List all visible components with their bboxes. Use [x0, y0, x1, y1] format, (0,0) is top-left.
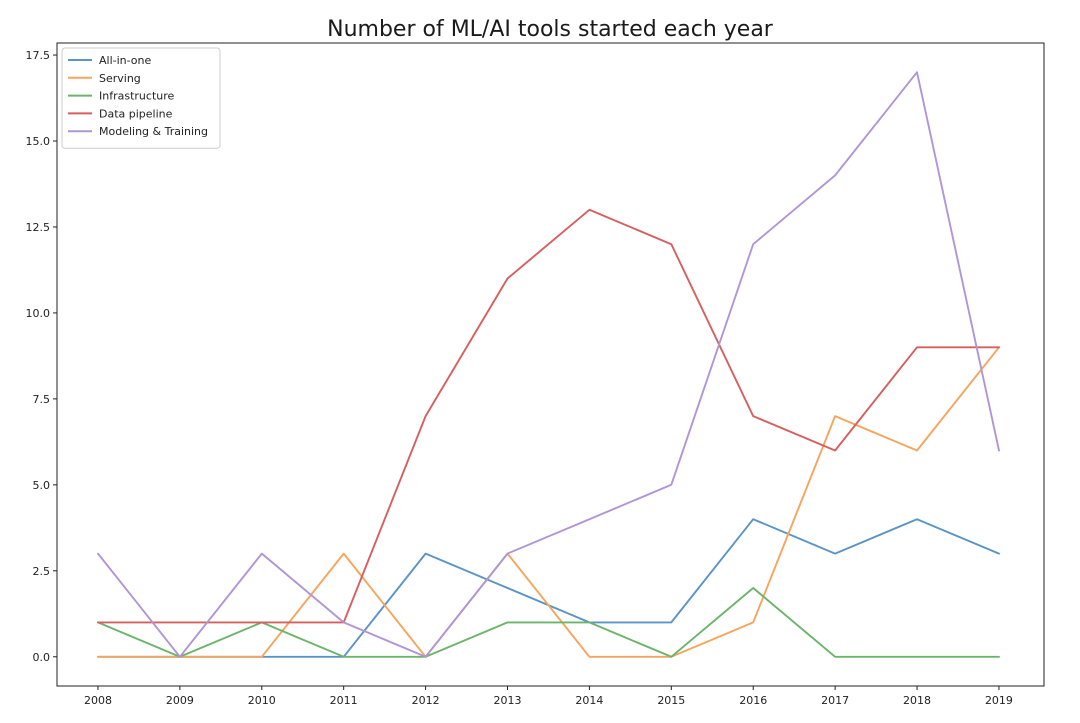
y-tick-label: 15.0 — [26, 135, 51, 148]
x-tick-label: 2012 — [412, 694, 440, 707]
series-line-0 — [97, 518, 1000, 658]
x-tick-label: 2019 — [985, 694, 1013, 707]
legend-label: Infrastructure — [99, 90, 175, 103]
plot-frame — [56, 42, 1045, 687]
plot-lines — [97, 71, 1000, 658]
x-tick-label: 2017 — [821, 694, 849, 707]
y-tick-label: 5.0 — [33, 479, 51, 492]
y-tick-label: 12.5 — [26, 221, 51, 234]
legend: All-in-one Serving Infrastructure Data pipe… — [61, 47, 221, 149]
x-axis: 2008 2009 2010 2011 2012 2013 2014 2015 2016 2017… — [84, 686, 1013, 707]
x-tick-label: 2016 — [739, 694, 767, 707]
y-tick-label: 10.0 — [26, 307, 51, 320]
x-tick-label: 2014 — [575, 694, 603, 707]
series-line-1 — [97, 346, 1000, 658]
y-tick-label: 0.0 — [33, 651, 51, 664]
x-tick-label: 2009 — [166, 694, 194, 707]
legend-label: All-in-one — [99, 54, 152, 67]
x-tick-label: 2011 — [330, 694, 358, 707]
series-line-2 — [97, 587, 1000, 658]
legend-label: Serving — [99, 72, 141, 85]
chart-title: Number of ML/AI tools started each year — [327, 17, 774, 42]
y-tick-label: 17.5 — [26, 49, 51, 62]
x-tick-label: 2010 — [248, 694, 276, 707]
y-tick-label: 7.5 — [33, 393, 51, 406]
legend-label: Modeling & Training — [99, 125, 208, 138]
legend-box — [61, 47, 221, 149]
y-tick-label: 2.5 — [33, 565, 51, 578]
x-tick-label: 2013 — [493, 694, 521, 707]
series-line-3 — [97, 208, 1000, 624]
x-tick-label: 2015 — [657, 694, 685, 707]
series-line-4 — [97, 71, 1000, 658]
x-tick-label: 2018 — [903, 694, 931, 707]
x-tick-label: 2008 — [84, 694, 112, 707]
legend-label: Data pipeline — [99, 107, 173, 120]
y-axis: 0.0 2.5 5.0 7.5 10.0 12.5 15.0 17.5 — [26, 49, 57, 664]
